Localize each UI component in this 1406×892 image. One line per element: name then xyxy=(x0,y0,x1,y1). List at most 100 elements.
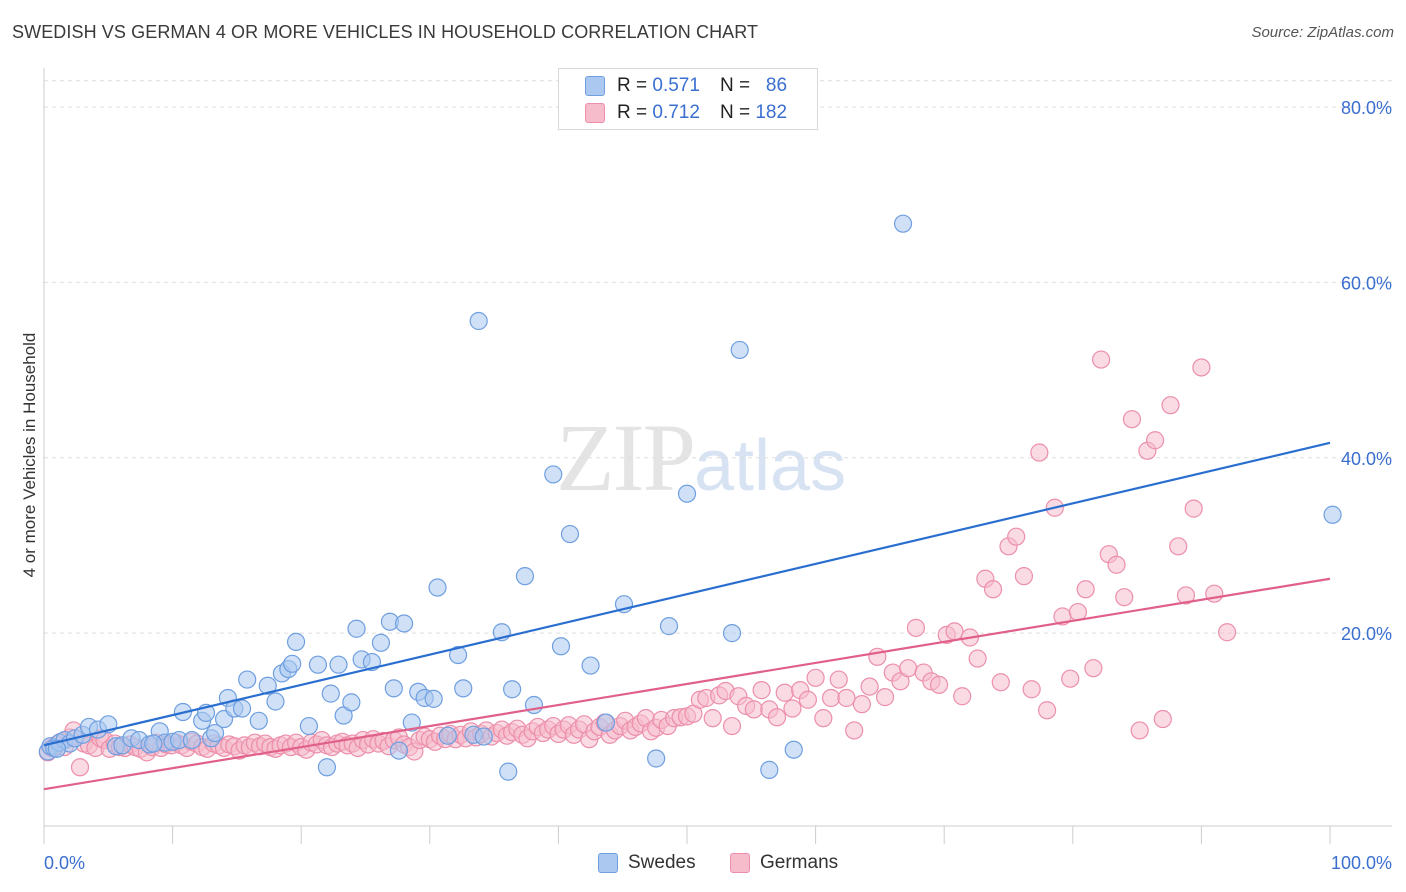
germans-point xyxy=(814,709,833,728)
swedes-point xyxy=(784,740,803,759)
swedes-point xyxy=(428,578,447,597)
legend-r-label: R = xyxy=(617,75,648,96)
swedes-swatch xyxy=(598,853,618,873)
x-tick-label: 0.0% xyxy=(44,853,85,873)
swedes-swatch xyxy=(585,76,605,96)
y-tick-label: 40.0% xyxy=(1341,449,1392,469)
germans-point xyxy=(1192,358,1211,377)
swedes-point xyxy=(182,730,201,750)
swedes-point xyxy=(722,624,742,643)
swedes-point xyxy=(283,654,302,673)
legend-row-germans: R = 0.712 N = 182 xyxy=(585,101,787,125)
germans-point xyxy=(70,758,90,777)
swedes-point xyxy=(760,760,779,779)
watermark: ZIPatlas xyxy=(556,402,846,513)
germans-point xyxy=(1122,410,1142,429)
source-credit: Source: ZipAtlas.com xyxy=(1251,24,1394,41)
legend-n-label: N = xyxy=(719,102,751,123)
y-axis-label: 4 or more Vehicles in Household xyxy=(20,332,39,578)
legend-swedes-n: 86 xyxy=(765,75,788,96)
germans-point xyxy=(929,675,949,694)
swedes-point xyxy=(317,758,337,777)
germans-point xyxy=(1022,680,1041,699)
x-tick-label: 100.0% xyxy=(1331,853,1392,873)
swedes-point xyxy=(308,655,328,674)
swedes-point xyxy=(544,465,563,484)
swedes-point xyxy=(329,655,348,674)
germans-point xyxy=(806,668,825,687)
germans-point xyxy=(775,683,794,702)
germans-point xyxy=(906,618,926,637)
swedes-point xyxy=(438,726,457,745)
legend-item-germans[interactable]: Germans xyxy=(730,852,838,874)
germans-point xyxy=(983,580,1003,599)
germans-swatch xyxy=(730,853,750,873)
germans-point xyxy=(1184,499,1203,518)
legend-swedes-label: Swedes xyxy=(628,852,696,873)
swedes-point xyxy=(581,656,600,675)
swedes-point xyxy=(389,741,409,760)
germans-point xyxy=(1107,555,1126,574)
germans-point xyxy=(798,690,817,709)
germans-point xyxy=(899,659,918,678)
swedes-point xyxy=(299,716,319,736)
germans-point xyxy=(875,688,895,707)
germans-point xyxy=(953,687,972,706)
swedes-point xyxy=(402,713,421,732)
germans-point xyxy=(945,622,964,641)
swedes-point xyxy=(371,633,391,652)
y-tick-label: 80.0% xyxy=(1341,98,1392,118)
swedes-point xyxy=(424,689,443,708)
swedes-point xyxy=(266,692,285,711)
germans-point xyxy=(829,670,848,689)
swedes-point xyxy=(448,645,468,665)
watermark-zip: ZIP xyxy=(556,404,696,511)
swedes-point xyxy=(499,762,518,781)
germans-point xyxy=(1115,588,1134,607)
germans-point xyxy=(1037,701,1057,720)
germans-point xyxy=(1218,623,1237,642)
chart-title: SWEDISH VS GERMAN 4 OR MORE VEHICLES IN … xyxy=(12,22,759,42)
germans-point xyxy=(821,688,841,708)
watermark-atlas: atlas xyxy=(694,426,847,506)
germans-point xyxy=(968,649,987,668)
series-legend: Swedes Germans xyxy=(0,852,1406,878)
swedes-point xyxy=(249,711,268,730)
germans-point xyxy=(852,695,871,714)
swedes-point xyxy=(560,524,580,544)
swedes-point xyxy=(551,637,571,656)
germans-point xyxy=(1153,709,1172,729)
germans-point xyxy=(783,699,802,718)
germans-point xyxy=(837,688,856,708)
germans-point xyxy=(845,721,864,740)
swedes-point xyxy=(286,632,306,651)
swedes-point xyxy=(342,693,361,712)
germans-trendline xyxy=(43,577,1331,791)
germans-point xyxy=(722,716,742,736)
swedes-point xyxy=(205,723,225,743)
swedes-trendline xyxy=(43,441,1331,747)
swedes-point xyxy=(347,619,366,638)
swedes-point xyxy=(384,679,403,698)
swedes-point xyxy=(454,679,473,698)
legend-item-swedes[interactable]: Swedes xyxy=(598,852,696,874)
germans-point xyxy=(1146,431,1165,450)
swedes-point xyxy=(469,311,488,331)
swedes-point xyxy=(730,340,749,360)
germans-point xyxy=(991,673,1010,692)
stats-legend: R = 0.571 N = 86 R = 0.712 N = 182 xyxy=(558,68,818,130)
germans-point xyxy=(744,700,763,719)
swedes-point xyxy=(232,699,252,718)
swedes-point xyxy=(144,734,163,753)
swedes-point xyxy=(394,614,414,633)
y-tick-label: 20.0% xyxy=(1341,624,1392,644)
legend-n-label: N = xyxy=(719,75,751,96)
germans-point xyxy=(1084,659,1103,678)
germans-point xyxy=(1030,443,1049,462)
germans-point xyxy=(1007,527,1026,546)
swedes-point xyxy=(659,617,679,636)
germans-point xyxy=(1014,567,1034,586)
legend-germans-label: Germans xyxy=(760,852,839,873)
legend-r-label: R = xyxy=(617,102,648,123)
germans-point xyxy=(1169,537,1188,556)
